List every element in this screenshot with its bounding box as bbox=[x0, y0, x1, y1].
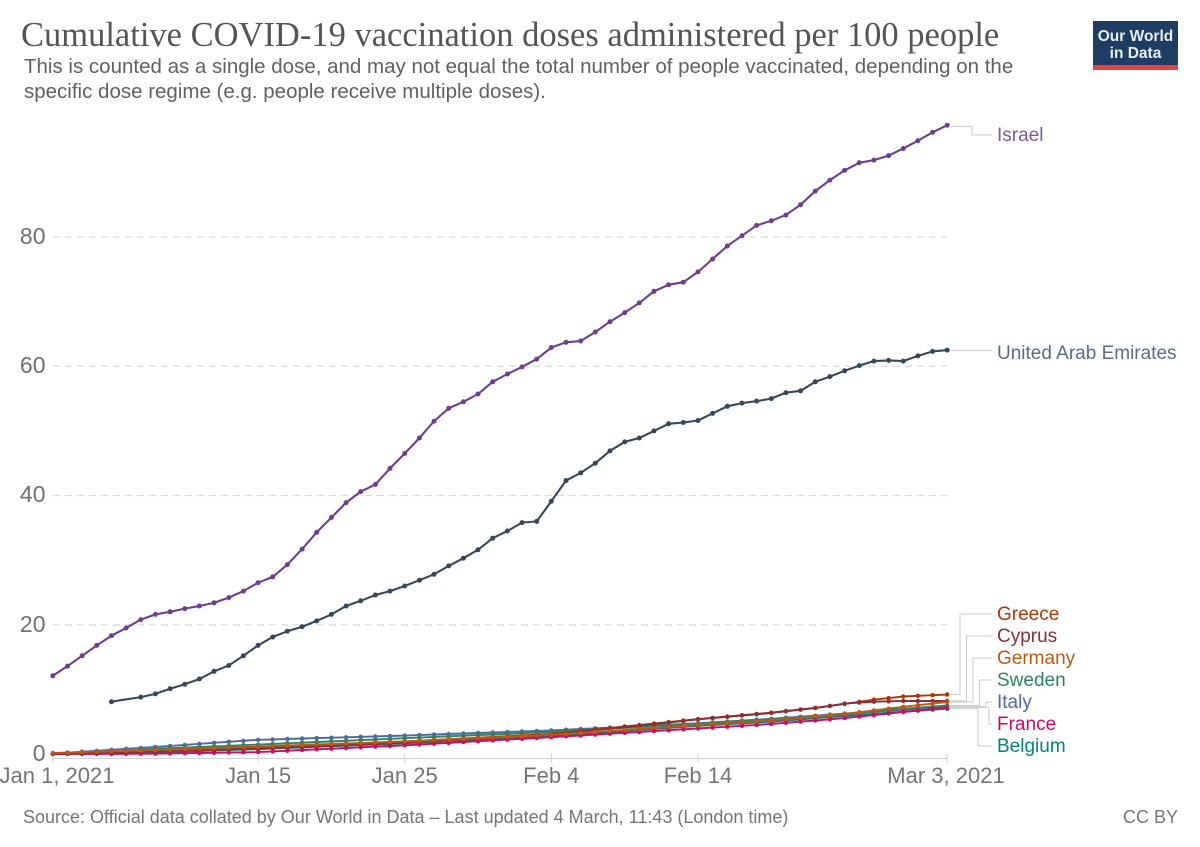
svg-text:40: 40 bbox=[20, 481, 46, 507]
svg-text:Jan 15: Jan 15 bbox=[225, 763, 291, 788]
svg-text:Mar 3, 2021: Mar 3, 2021 bbox=[887, 763, 1004, 788]
svg-text:Sweden: Sweden bbox=[997, 670, 1066, 691]
svg-text:Jan 1, 2021: Jan 1, 2021 bbox=[0, 763, 114, 788]
svg-text:United Arab Emirates: United Arab Emirates bbox=[997, 343, 1177, 364]
svg-text:Germany: Germany bbox=[997, 648, 1076, 669]
svg-text:Italy: Italy bbox=[997, 692, 1032, 713]
svg-text:Feb 4: Feb 4 bbox=[523, 763, 579, 788]
svg-text:Belgium: Belgium bbox=[997, 736, 1066, 757]
svg-text:Jan 25: Jan 25 bbox=[372, 763, 438, 788]
svg-text:20: 20 bbox=[20, 611, 46, 637]
svg-text:60: 60 bbox=[20, 352, 46, 378]
svg-text:80: 80 bbox=[20, 223, 46, 249]
svg-text:France: France bbox=[997, 714, 1056, 735]
svg-text:Cyprus: Cyprus bbox=[997, 626, 1057, 647]
svg-text:Israel: Israel bbox=[997, 125, 1043, 146]
svg-text:0: 0 bbox=[33, 740, 46, 766]
svg-text:Greece: Greece bbox=[997, 604, 1059, 625]
svg-text:Feb 14: Feb 14 bbox=[664, 763, 733, 788]
